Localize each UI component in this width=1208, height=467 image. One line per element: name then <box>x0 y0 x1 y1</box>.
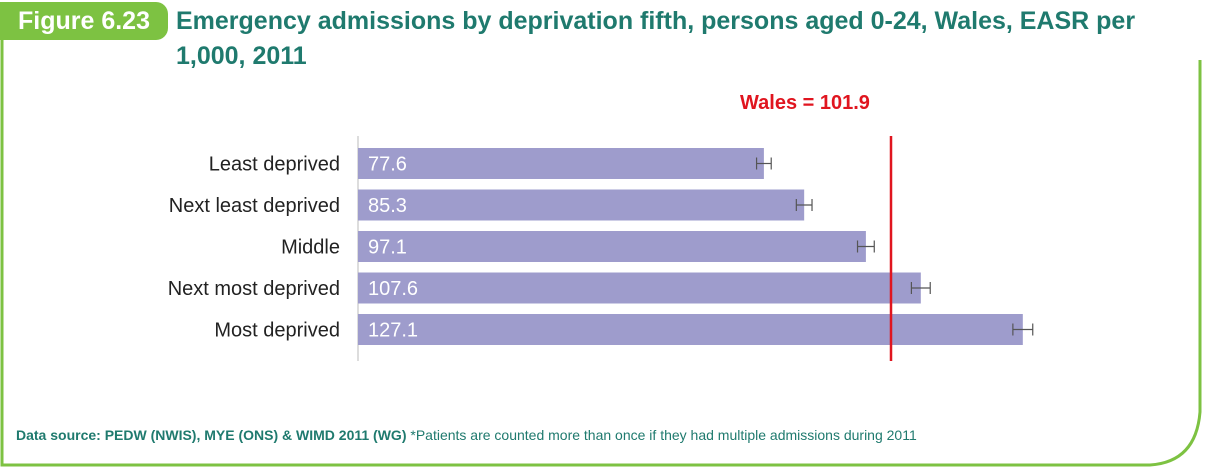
figure-number-badge: Figure 6.23 <box>0 2 168 40</box>
category-label: Next most deprived <box>168 278 340 300</box>
chart-title: Emergency admissions by deprivation fift… <box>176 7 1136 70</box>
footnote-text: *Patients are counted more than once if … <box>410 427 917 443</box>
bar <box>358 148 764 179</box>
bar-value-label: 127.1 <box>368 320 418 342</box>
bar <box>358 272 921 304</box>
category-label: Next least deprived <box>169 195 340 217</box>
chart-bar-layer: 77.6 85.3 97.1 107.6 127.1 <box>358 148 1034 345</box>
source-note: Data source: PEDW (NWIS), MYE (ONS) & WI… <box>16 426 1186 444</box>
bar-value-label: 77.6 <box>368 154 407 176</box>
bar-value-label: 107.6 <box>368 278 418 300</box>
data-source-label: Data source: PEDW (NWIS), MYE (ONS) & WI… <box>16 427 407 443</box>
bar <box>358 189 805 221</box>
border-line <box>0 20 1202 467</box>
reference-line-label: Wales = 101.9 <box>740 92 870 114</box>
category-label: Middle <box>281 237 340 259</box>
chart-axis-layer: Least deprived Next least deprived Middle N… <box>168 136 359 361</box>
bar <box>358 231 866 262</box>
bar-value-label: 97.1 <box>368 237 407 259</box>
category-label: Most deprived <box>214 320 340 342</box>
category-label: Least deprived <box>209 154 340 176</box>
bar <box>358 314 1023 345</box>
bar-value-label: 85.3 <box>368 195 407 217</box>
